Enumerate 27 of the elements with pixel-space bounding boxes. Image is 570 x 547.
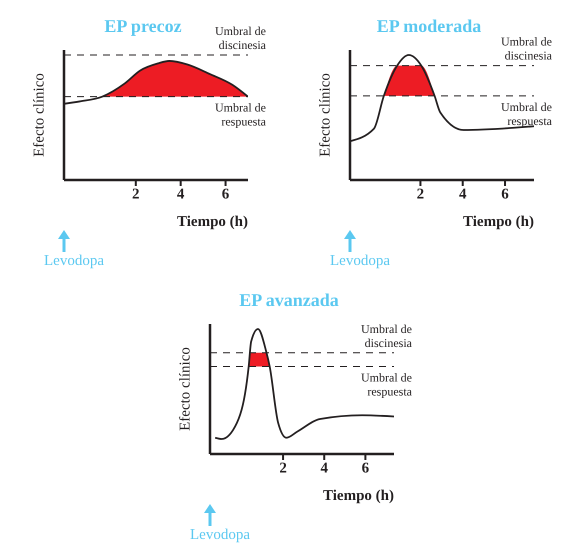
x-tick-label: 4 <box>458 186 467 203</box>
ref-line-label: Umbral de respuesta <box>215 100 267 129</box>
ref-line-label: Umbral de discinesia <box>501 34 553 63</box>
y-axis-title: Efecto clínico <box>31 73 48 157</box>
x-tick-label: 2 <box>279 460 287 477</box>
ref-line-label: Umbral de discinesia <box>361 322 413 350</box>
x-tick-label: 4 <box>320 460 328 477</box>
chart-title: EP moderada <box>376 16 482 36</box>
ref-line-label: Umbral de discinesia <box>215 24 267 52</box>
chart-title: EP precoz <box>104 16 182 36</box>
x-axis-title: Tiempo (h) <box>323 488 394 504</box>
ref-line-label: Umbral de respuesta <box>501 100 553 128</box>
y-axis-title: Efecto clínico <box>317 73 334 157</box>
x-tick-label: 2 <box>416 186 424 203</box>
text: Levodopa <box>44 253 104 270</box>
ref-line-label: Umbral de respuesta <box>361 370 413 398</box>
x-tick-label: 6 <box>222 186 230 203</box>
x-axis-title: Tiempo (h) <box>177 214 248 230</box>
x-tick-label: 2 <box>132 186 140 203</box>
text: Levodopa <box>330 253 390 270</box>
y-axis-title: Efecto clínico <box>177 347 194 431</box>
text: Levodopa <box>190 527 250 544</box>
x-tick-label: 4 <box>176 186 185 203</box>
x-axis-title: Tiempo (h) <box>463 214 534 230</box>
x-tick-label: 6 <box>501 186 510 203</box>
x-tick-label: 6 <box>362 460 370 477</box>
chart-title: EP avanzada <box>238 290 340 311</box>
